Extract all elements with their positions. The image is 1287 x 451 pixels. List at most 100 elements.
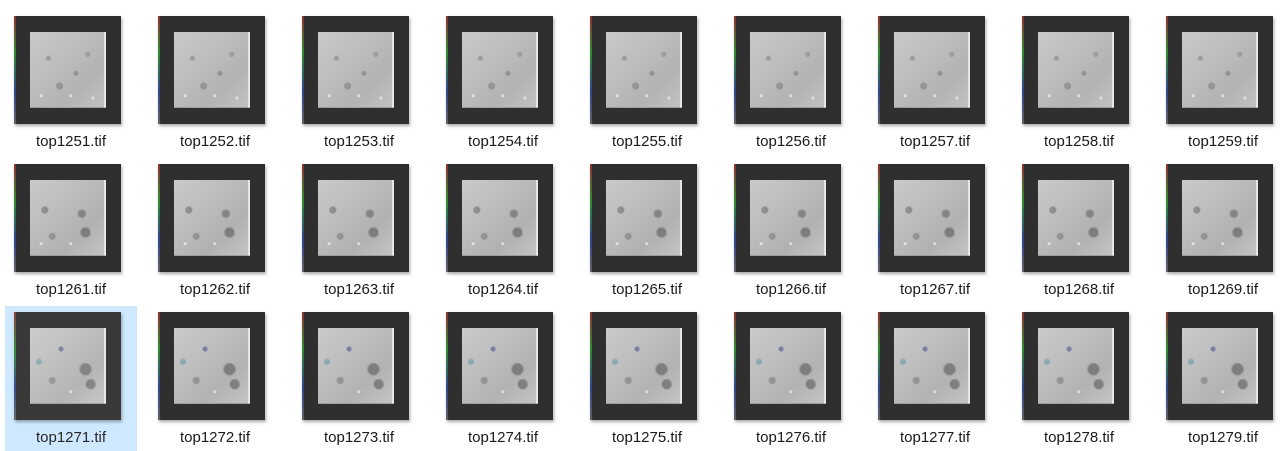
- file-name-label: top1262.tif: [179, 281, 251, 298]
- file-item[interactable]: top1257.tif: [869, 16, 1001, 164]
- file-item[interactable]: top1268.tif: [1013, 164, 1145, 312]
- image-thumbnail-icon: [1022, 312, 1129, 420]
- file-name-label: top1261.tif: [35, 281, 107, 298]
- file-name-label: top1268.tif: [1043, 281, 1115, 298]
- file-name-label: top1266.tif: [755, 281, 827, 298]
- file-item[interactable]: top1261.tif: [5, 164, 137, 312]
- file-name-label: top1253.tif: [323, 133, 395, 150]
- thumbnail-preview: [462, 180, 538, 256]
- file-name-label: top1279.tif: [1187, 429, 1259, 446]
- file-item[interactable]: top1264.tif: [437, 164, 569, 312]
- file-item[interactable]: top1255.tif: [581, 16, 713, 164]
- thumbnail-preview: [894, 180, 970, 256]
- thumbnail-preview: [318, 32, 394, 108]
- thumbnail-preview: [1182, 328, 1258, 404]
- thumbnail-preview: [750, 180, 826, 256]
- image-thumbnail-icon: [446, 312, 553, 420]
- image-thumbnail-icon: [734, 164, 841, 272]
- file-item[interactable]: top1251.tif: [5, 16, 137, 164]
- thumbnail-preview: [1038, 180, 1114, 256]
- image-thumbnail-icon: [1166, 312, 1273, 420]
- file-name-label: top1255.tif: [611, 133, 683, 150]
- image-thumbnail-icon: [734, 312, 841, 420]
- file-name-label: top1275.tif: [611, 429, 683, 446]
- thumbnail-preview: [30, 328, 106, 404]
- file-item[interactable]: top1276.tif: [725, 312, 857, 451]
- file-item[interactable]: top1254.tif: [437, 16, 569, 164]
- file-item[interactable]: top1256.tif: [725, 16, 857, 164]
- file-item[interactable]: top1275.tif: [581, 312, 713, 451]
- thumbnail-preview: [174, 32, 250, 108]
- image-thumbnail-icon: [302, 312, 409, 420]
- image-thumbnail-icon: [14, 164, 121, 272]
- image-thumbnail-icon: [446, 164, 553, 272]
- file-item[interactable]: top1272.tif: [149, 312, 281, 451]
- file-name-label: top1273.tif: [323, 429, 395, 446]
- image-thumbnail-icon: [878, 312, 985, 420]
- image-thumbnail-icon: [1022, 164, 1129, 272]
- file-item[interactable]: top1273.tif: [293, 312, 425, 451]
- image-thumbnail-icon: [302, 164, 409, 272]
- file-item[interactable]: top1267.tif: [869, 164, 1001, 312]
- thumbnail-preview: [750, 328, 826, 404]
- file-item[interactable]: top1263.tif: [293, 164, 425, 312]
- file-name-label: top1264.tif: [467, 281, 539, 298]
- thumbnail-preview: [174, 180, 250, 256]
- thumbnail-preview: [462, 328, 538, 404]
- file-item[interactable]: top1278.tif: [1013, 312, 1145, 451]
- file-name-label: top1265.tif: [611, 281, 683, 298]
- file-item[interactable]: top1266.tif: [725, 164, 857, 312]
- image-thumbnail-icon: [1166, 164, 1273, 272]
- file-name-label: top1263.tif: [323, 281, 395, 298]
- file-item[interactable]: top1271.tif: [5, 306, 137, 451]
- thumbnail-preview: [30, 180, 106, 256]
- file-item[interactable]: top1277.tif: [869, 312, 1001, 451]
- file-name-label: top1274.tif: [467, 429, 539, 446]
- file-name-label: top1267.tif: [899, 281, 971, 298]
- file-name-label: top1278.tif: [1043, 429, 1115, 446]
- thumbnail-preview: [1038, 32, 1114, 108]
- thumbnail-preview: [606, 180, 682, 256]
- image-thumbnail-icon: [14, 16, 121, 124]
- file-item[interactable]: top1274.tif: [437, 312, 569, 451]
- image-thumbnail-icon: [158, 164, 265, 272]
- thumbnail-preview: [318, 180, 394, 256]
- file-name-label: top1277.tif: [899, 429, 971, 446]
- thumbnail-preview: [1182, 180, 1258, 256]
- image-thumbnail-icon: [878, 16, 985, 124]
- thumbnail-preview: [894, 32, 970, 108]
- file-name-label: top1259.tif: [1187, 133, 1259, 150]
- file-item[interactable]: top1259.tif: [1157, 16, 1287, 164]
- image-thumbnail-icon: [1166, 16, 1273, 124]
- thumbnail-preview: [174, 328, 250, 404]
- thumbnail-preview: [1038, 328, 1114, 404]
- thumbnail-preview: [750, 32, 826, 108]
- image-thumbnail-icon: [878, 164, 985, 272]
- file-item[interactable]: top1252.tif: [149, 16, 281, 164]
- file-name-label: top1254.tif: [467, 133, 539, 150]
- image-thumbnail-icon: [302, 16, 409, 124]
- thumbnail-preview: [1182, 32, 1258, 108]
- file-item[interactable]: top1262.tif: [149, 164, 281, 312]
- image-thumbnail-icon: [158, 16, 265, 124]
- file-item[interactable]: top1253.tif: [293, 16, 425, 164]
- image-thumbnail-icon: [158, 312, 265, 420]
- image-thumbnail-icon: [14, 312, 121, 420]
- image-thumbnail-icon: [590, 312, 697, 420]
- image-thumbnail-icon: [590, 164, 697, 272]
- file-name-label: top1251.tif: [35, 133, 107, 150]
- file-item[interactable]: top1279.tif: [1157, 312, 1287, 451]
- thumbnail-preview: [606, 328, 682, 404]
- file-name-label: top1272.tif: [179, 429, 251, 446]
- image-thumbnail-icon: [590, 16, 697, 124]
- file-item[interactable]: top1258.tif: [1013, 16, 1145, 164]
- file-name-label: top1271.tif: [35, 429, 107, 446]
- file-item[interactable]: top1265.tif: [581, 164, 713, 312]
- thumbnail-preview: [30, 32, 106, 108]
- file-name-label: top1258.tif: [1043, 133, 1115, 150]
- image-thumbnail-icon: [446, 16, 553, 124]
- file-name-label: top1276.tif: [755, 429, 827, 446]
- file-item[interactable]: top1269.tif: [1157, 164, 1287, 312]
- thumbnail-preview: [894, 328, 970, 404]
